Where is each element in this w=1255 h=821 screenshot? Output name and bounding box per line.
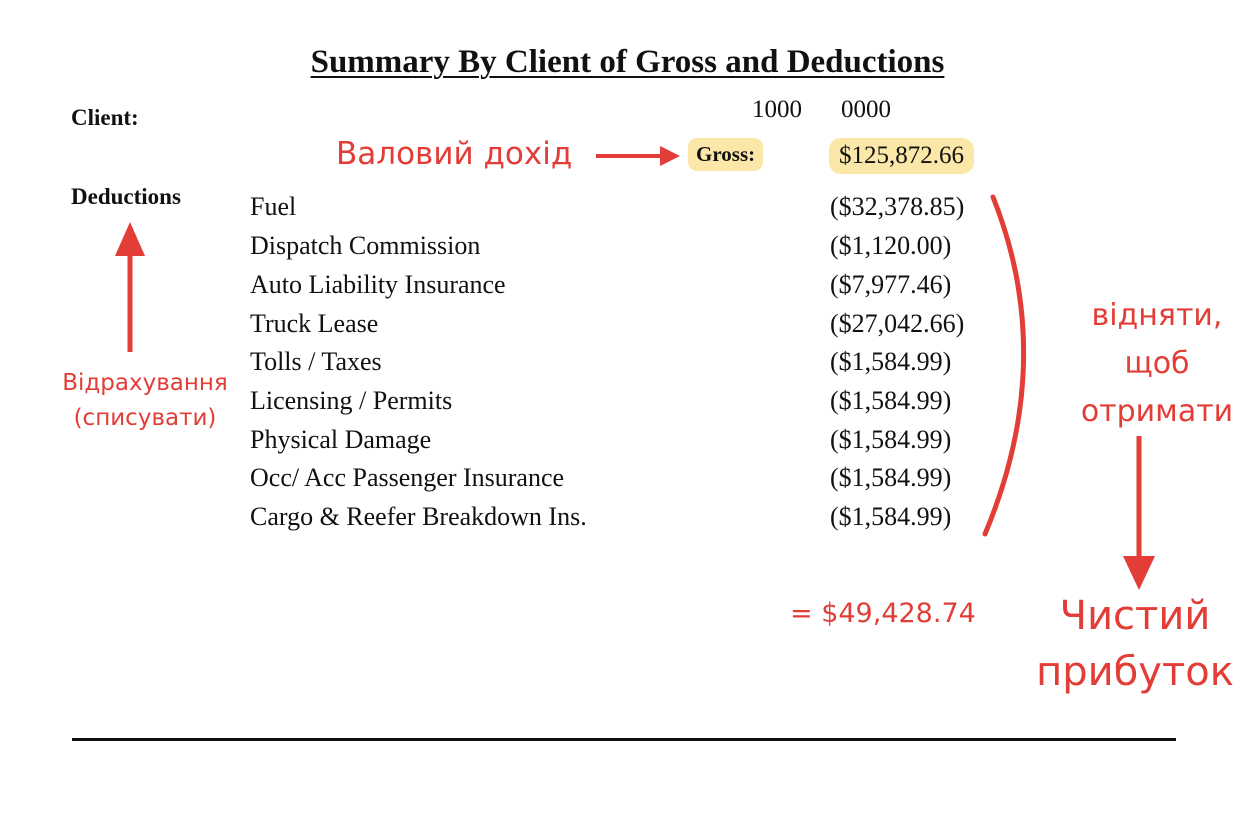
deduction-row: Occ/ Acc Passenger Insurance ($1,584.99) [250, 463, 1010, 502]
client-label: Client: [71, 105, 139, 130]
deduction-amount: ($1,120.00) [830, 231, 952, 260]
deductions-label: Deductions [71, 184, 181, 209]
deductions-annotation-line2: (списувати) [73, 405, 217, 431]
deduction-amount: ($1,584.99) [830, 425, 952, 454]
deduction-amount: ($1,584.99) [830, 463, 952, 492]
subtract-annotation-line2: щоб [1124, 346, 1190, 381]
gross-annotation: Валовий дохід [336, 136, 573, 172]
deduction-amount: ($1,584.99) [830, 347, 952, 376]
deduction-name: Licensing / Permits [250, 386, 453, 415]
client-code-secondary: 0000 [841, 96, 891, 123]
net-profit-annotation: Чистий прибуток [1030, 588, 1240, 700]
deduction-amount: ($32,378.85) [830, 192, 965, 221]
deduction-row: Truck Lease ($27,042.66) [250, 309, 1010, 348]
deductions-annotation-line1: Відрахування [62, 370, 228, 396]
deduction-name: Fuel [250, 192, 297, 221]
deductions-bracket-icon [982, 194, 1027, 537]
deduction-amount: ($7,977.46) [830, 270, 952, 299]
subtract-annotation-line3: отримати [1080, 394, 1234, 429]
deduction-name: Truck Lease [250, 309, 379, 338]
deduction-row: Auto Liability Insurance ($7,977.46) [250, 270, 1010, 309]
client-code-primary: 1000 [752, 96, 802, 123]
deduction-name: Cargo & Reefer Breakdown Ins. [250, 502, 587, 531]
deduction-row: Cargo & Reefer Breakdown Ins. ($1,584.99… [250, 502, 1010, 541]
deduction-row: Tolls / Taxes ($1,584.99) [250, 347, 1010, 386]
deduction-name: Dispatch Commission [250, 231, 481, 260]
subtract-annotation-line1: відняти, [1091, 298, 1223, 333]
subtract-annotation: відняти, щоб отримати [1062, 292, 1252, 436]
gross-label: Gross: [688, 138, 764, 171]
deduction-row: Physical Damage ($1,584.99) [250, 425, 1010, 464]
net-profit-arrow-icon [1123, 436, 1155, 590]
deduction-row: Licensing / Permits ($1,584.99) [250, 386, 1010, 425]
bottom-divider [72, 738, 1176, 741]
gross-arrow-icon [596, 146, 680, 166]
deductions-arrow-icon [115, 222, 145, 352]
net-profit-annotation-line2: прибуток [1036, 649, 1234, 695]
deduction-row: Fuel ($32,378.85) [250, 192, 1010, 231]
deduction-amount: ($1,584.99) [830, 386, 952, 415]
deduction-amount: ($27,042.66) [830, 309, 965, 338]
deduction-row: Dispatch Commission ($1,120.00) [250, 231, 1010, 270]
deduction-name: Tolls / Taxes [250, 347, 382, 376]
net-profit-annotation-line1: Чистий [1059, 593, 1211, 639]
deduction-name: Physical Damage [250, 425, 432, 454]
deduction-name: Auto Liability Insurance [250, 270, 506, 299]
gross-value: $125,872.66 [829, 138, 974, 174]
deductions-annotation: Відрахування (списувати) [40, 366, 250, 436]
net-result-value: = $49,428.74 [790, 598, 976, 629]
deduction-name: Occ/ Acc Passenger Insurance [250, 463, 565, 492]
deduction-amount: ($1,584.99) [830, 502, 952, 531]
document-title: Summary By Client of Gross and Deduction… [310, 44, 945, 80]
